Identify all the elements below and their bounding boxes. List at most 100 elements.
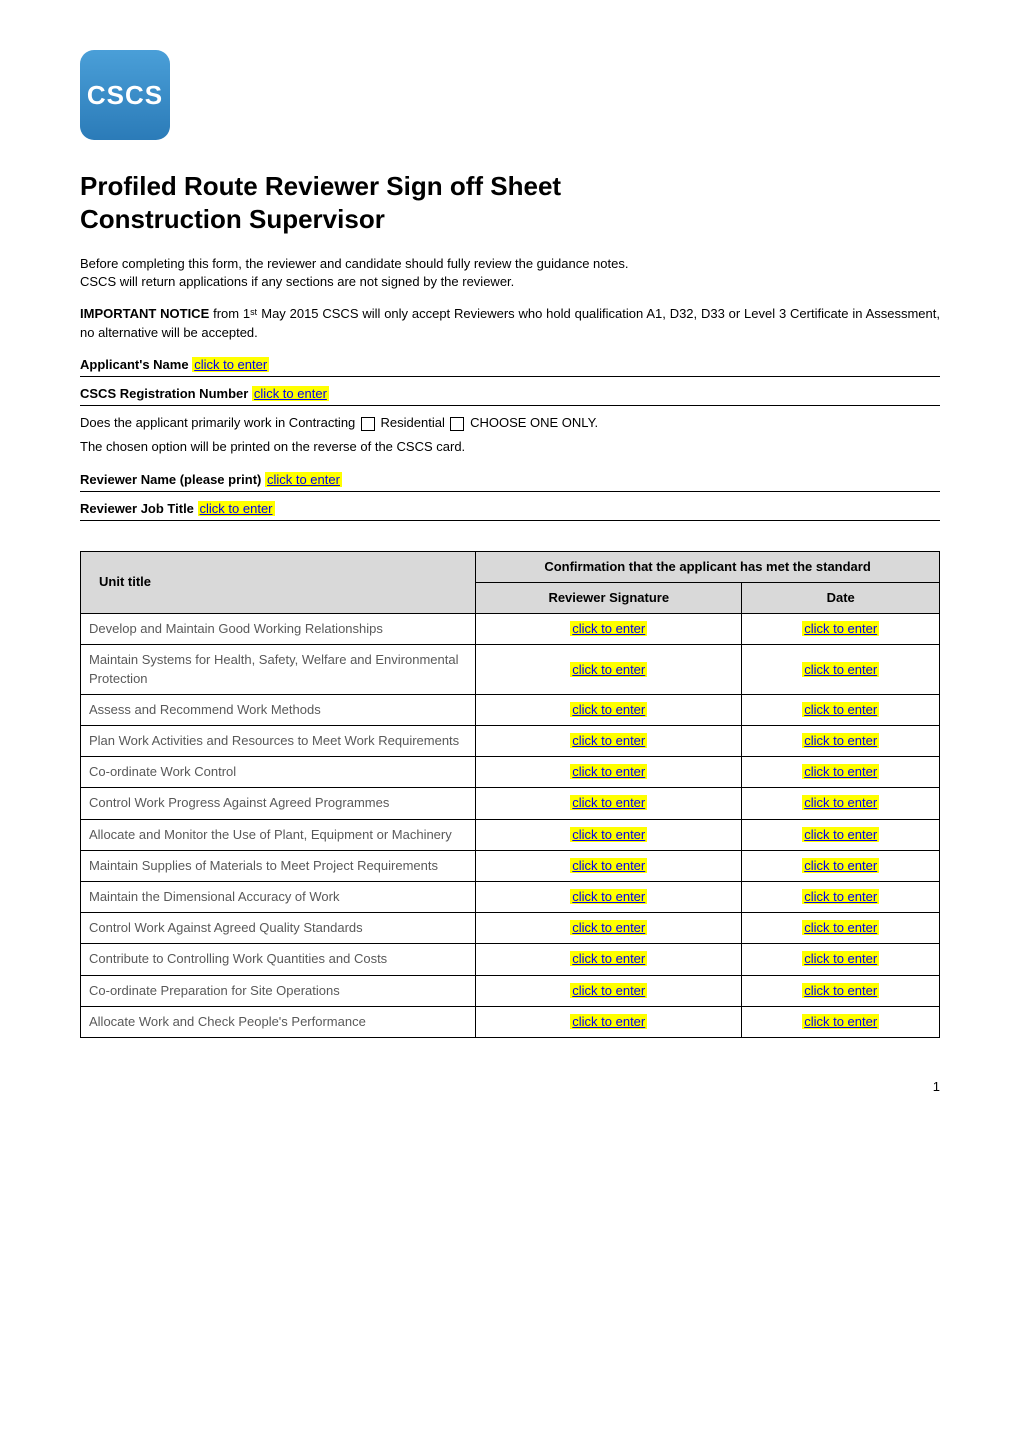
date-cell: click to enter: [742, 944, 940, 975]
page-title: Profiled Route Reviewer Sign off Sheet C…: [80, 170, 940, 235]
date-input[interactable]: click to enter: [802, 662, 879, 677]
date-cell: click to enter: [742, 694, 940, 725]
unit-title-cell: Allocate Work and Check People's Perform…: [81, 1006, 476, 1037]
signature-input[interactable]: click to enter: [570, 951, 647, 966]
table-row: Co-ordinate Preparation for Site Operati…: [81, 975, 940, 1006]
reviewer-job-title-field: Reviewer Job Title click to enter: [80, 500, 940, 521]
registration-number-label: CSCS Registration Number: [80, 386, 252, 401]
works-in-prefix: Does the applicant primarily work in Con…: [80, 415, 359, 430]
date-input[interactable]: click to enter: [802, 889, 879, 904]
unit-title-cell: Maintain the Dimensional Accuracy of Wor…: [81, 881, 476, 912]
signature-input[interactable]: click to enter: [570, 662, 647, 677]
table-row: Control Work Progress Against Agreed Pro…: [81, 788, 940, 819]
date-input[interactable]: click to enter: [802, 858, 879, 873]
applicant-name-input[interactable]: click to enter: [192, 357, 269, 372]
date-header: Date: [742, 583, 940, 614]
signature-input[interactable]: click to enter: [570, 920, 647, 935]
date-cell: click to enter: [742, 913, 940, 944]
unit-title-cell: Co-ordinate Work Control: [81, 757, 476, 788]
date-input[interactable]: click to enter: [802, 1014, 879, 1029]
signature-cell: click to enter: [476, 944, 742, 975]
date-cell: click to enter: [742, 757, 940, 788]
date-input[interactable]: click to enter: [802, 733, 879, 748]
unit-title-cell: Develop and Maintain Good Working Relati…: [81, 614, 476, 645]
units-table: Unit title Confirmation that the applica…: [80, 551, 940, 1038]
date-cell: click to enter: [742, 1006, 940, 1037]
residential-checkbox[interactable]: [450, 417, 464, 431]
signature-input[interactable]: click to enter: [570, 858, 647, 873]
reviewer-signature-header: Reviewer Signature: [476, 583, 742, 614]
signature-cell: click to enter: [476, 614, 742, 645]
unit-title-cell: Assess and Recommend Work Methods: [81, 694, 476, 725]
works-in-line: Does the applicant primarily work in Con…: [80, 414, 940, 434]
unit-title-cell: Maintain Systems for Health, Safety, Wel…: [81, 645, 476, 694]
signature-cell: click to enter: [476, 975, 742, 1006]
reviewer-job-title-input[interactable]: click to enter: [198, 501, 275, 516]
works-in-suffix: CHOOSE ONE ONLY.: [466, 415, 598, 430]
date-cell: click to enter: [742, 788, 940, 819]
table-row: Control Work Against Agreed Quality Stan…: [81, 913, 940, 944]
signature-cell: click to enter: [476, 788, 742, 819]
confirmation-header: Confirmation that the applicant has met …: [476, 551, 940, 582]
date-input[interactable]: click to enter: [802, 827, 879, 842]
date-input[interactable]: click to enter: [802, 920, 879, 935]
applicant-name-field: Applicant's Name click to enter: [80, 356, 940, 377]
signature-cell: click to enter: [476, 819, 742, 850]
date-cell: click to enter: [742, 850, 940, 881]
works-in-note: The chosen option will be printed on the…: [80, 438, 940, 456]
signature-input[interactable]: click to enter: [570, 621, 647, 636]
signature-input[interactable]: click to enter: [570, 1014, 647, 1029]
notice-text: from 1ˢᵗ May 2015 CSCS will only accept …: [80, 306, 940, 339]
unit-title-cell: Plan Work Activities and Resources to Me…: [81, 726, 476, 757]
date-input[interactable]: click to enter: [802, 951, 879, 966]
table-row: Develop and Maintain Good Working Relati…: [81, 614, 940, 645]
signature-input[interactable]: click to enter: [570, 702, 647, 717]
signature-cell: click to enter: [476, 645, 742, 694]
reviewer-job-title-label: Reviewer Job Title: [80, 501, 198, 516]
cscs-logo: CSCS: [80, 50, 170, 140]
signature-cell: click to enter: [476, 881, 742, 912]
unit-title-cell: Control Work Progress Against Agreed Pro…: [81, 788, 476, 819]
date-cell: click to enter: [742, 645, 940, 694]
intro-line-2: CSCS will return applications if any sec…: [80, 274, 514, 289]
table-row: Assess and Recommend Work Methods click t…: [81, 694, 940, 725]
date-input[interactable]: click to enter: [802, 795, 879, 810]
intro-line-1: Before completing this form, the reviewe…: [80, 256, 628, 271]
date-input[interactable]: click to enter: [802, 702, 879, 717]
unit-title-cell: Maintain Supplies of Materials to Meet P…: [81, 850, 476, 881]
date-cell: click to enter: [742, 881, 940, 912]
reviewer-name-label: Reviewer Name (please print): [80, 472, 265, 487]
unit-title-cell: Co-ordinate Preparation for Site Operati…: [81, 975, 476, 1006]
page-number: 1: [80, 1078, 940, 1096]
title-line-1: Profiled Route Reviewer Sign off Sheet: [80, 171, 561, 201]
table-row: Co-ordinate Work Control click to enter cl…: [81, 757, 940, 788]
date-input[interactable]: click to enter: [802, 621, 879, 636]
signature-input[interactable]: click to enter: [570, 764, 647, 779]
date-cell: click to enter: [742, 726, 940, 757]
signature-cell: click to enter: [476, 757, 742, 788]
signature-input[interactable]: click to enter: [570, 733, 647, 748]
signature-input[interactable]: click to enter: [570, 889, 647, 904]
registration-number-input[interactable]: click to enter: [252, 386, 329, 401]
date-input[interactable]: click to enter: [802, 764, 879, 779]
signature-input[interactable]: click to enter: [570, 983, 647, 998]
reviewer-name-input[interactable]: click to enter: [265, 472, 342, 487]
table-row: Allocate and Monitor the Use of Plant, E…: [81, 819, 940, 850]
unit-title-cell: Allocate and Monitor the Use of Plant, E…: [81, 819, 476, 850]
logo-text: CSCS: [87, 77, 163, 113]
registration-number-field: CSCS Registration Number click to enter: [80, 385, 940, 406]
signature-cell: click to enter: [476, 694, 742, 725]
signature-cell: click to enter: [476, 1006, 742, 1037]
date-cell: click to enter: [742, 614, 940, 645]
signature-input[interactable]: click to enter: [570, 827, 647, 842]
title-line-2: Construction Supervisor: [80, 204, 385, 234]
works-in-mid: Residential: [377, 415, 449, 430]
unit-title-cell: Control Work Against Agreed Quality Stan…: [81, 913, 476, 944]
contracting-checkbox[interactable]: [361, 417, 375, 431]
signature-cell: click to enter: [476, 850, 742, 881]
signature-input[interactable]: click to enter: [570, 795, 647, 810]
unit-title-cell: Contribute to Controlling Work Quantitie…: [81, 944, 476, 975]
applicant-name-label: Applicant's Name: [80, 357, 192, 372]
date-cell: click to enter: [742, 975, 940, 1006]
date-input[interactable]: click to enter: [802, 983, 879, 998]
